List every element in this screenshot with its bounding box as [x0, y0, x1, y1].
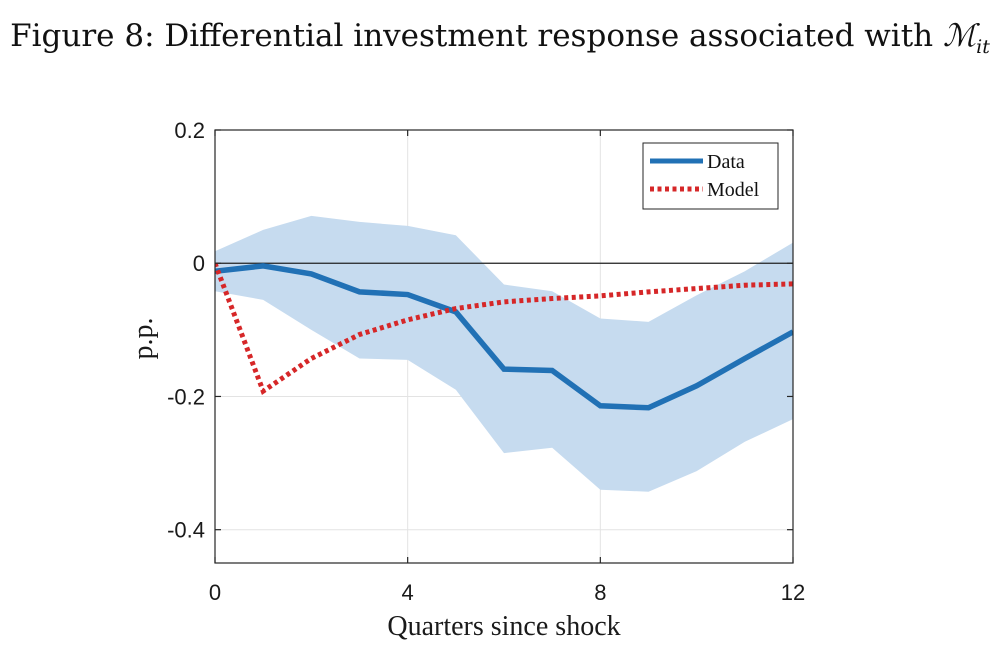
figure-title: Figure 8: Differential investment respon… [0, 18, 1000, 58]
x-tick-label: 8 [594, 580, 606, 605]
legend: Data Model [642, 142, 779, 210]
figure-title-text: Figure 8: Differential investment respon… [10, 18, 934, 54]
y-tick-label: 0.2 [174, 118, 205, 143]
y-tick-label: 0 [193, 251, 205, 276]
x-tick-label: 4 [402, 580, 414, 605]
plot-frame [214, 129, 794, 564]
y-tick-label: -0.2 [167, 384, 205, 409]
legend-label-data: Data [707, 151, 745, 173]
x-axis-label: Quarters since shock [387, 611, 620, 642]
y-axis-label: p.p. [128, 318, 159, 360]
legend-label-model: Model [707, 179, 760, 201]
legend-box [642, 142, 779, 210]
series-line-data [215, 263, 793, 411]
x-tick-label: 12 [781, 580, 805, 605]
x-tick-label: 0 [209, 580, 221, 605]
confidence-band [215, 215, 793, 492]
y-tick-label: -0.4 [167, 518, 205, 543]
figure-title-subscript: it [976, 36, 990, 59]
figure-title-symbol: ℳ [943, 18, 977, 54]
